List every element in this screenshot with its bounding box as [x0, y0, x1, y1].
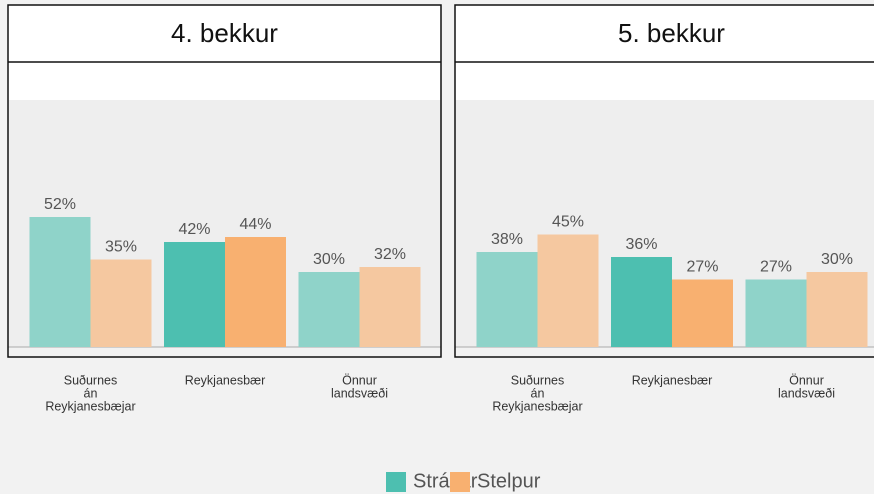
chart-title: 4. bekkur	[171, 18, 278, 48]
data-label: 45%	[552, 214, 584, 231]
panel-header	[8, 5, 441, 62]
data-label: 35%	[105, 239, 137, 256]
legend-swatch	[450, 472, 470, 492]
data-label: 27%	[760, 259, 792, 276]
panel-border	[7, 4, 442, 358]
data-label: 30%	[313, 251, 345, 268]
panel-white	[8, 62, 441, 100]
bar	[298, 272, 360, 347]
data-label: 36%	[625, 236, 657, 253]
x-tick-label: Önnur	[789, 373, 824, 387]
bar	[29, 217, 91, 347]
x-tick-label: Reykjanesbæjar	[45, 399, 135, 413]
x-tick-label: án	[84, 386, 98, 400]
legend-swatch	[386, 472, 406, 492]
chart-title: 5. bekkur	[618, 18, 725, 48]
data-label: 38%	[491, 231, 523, 248]
bar	[225, 237, 286, 347]
data-label: 44%	[239, 216, 271, 233]
bar	[359, 267, 421, 347]
data-label: 52%	[44, 196, 76, 213]
data-label: 30%	[821, 251, 853, 268]
data-label: 27%	[686, 259, 718, 276]
data-label: 42%	[178, 221, 210, 238]
x-tick-label: án	[531, 386, 545, 400]
x-tick-label: Önnur	[342, 373, 377, 387]
bar	[611, 257, 672, 347]
panel-header	[455, 5, 874, 62]
x-tick-label: Reykjanesbær	[632, 373, 713, 387]
data-label: 32%	[374, 246, 406, 263]
x-tick-label: Reykjanesbæjar	[492, 399, 582, 413]
bar	[164, 242, 225, 347]
panel-border	[454, 4, 874, 358]
bar	[806, 272, 868, 347]
x-tick-label: Reykjanesbær	[185, 373, 266, 387]
bar	[476, 252, 538, 347]
x-tick-label: landsvæði	[778, 386, 835, 400]
bar	[745, 279, 807, 347]
x-tick-label: Suðurnes	[64, 373, 118, 387]
bar	[90, 259, 152, 347]
bar	[537, 234, 599, 347]
panel-white	[455, 62, 874, 100]
bar	[672, 279, 733, 347]
legend-label: Stelpur	[477, 470, 541, 492]
x-tick-label: Suðurnes	[511, 373, 565, 387]
x-tick-label: landsvæði	[331, 386, 388, 400]
